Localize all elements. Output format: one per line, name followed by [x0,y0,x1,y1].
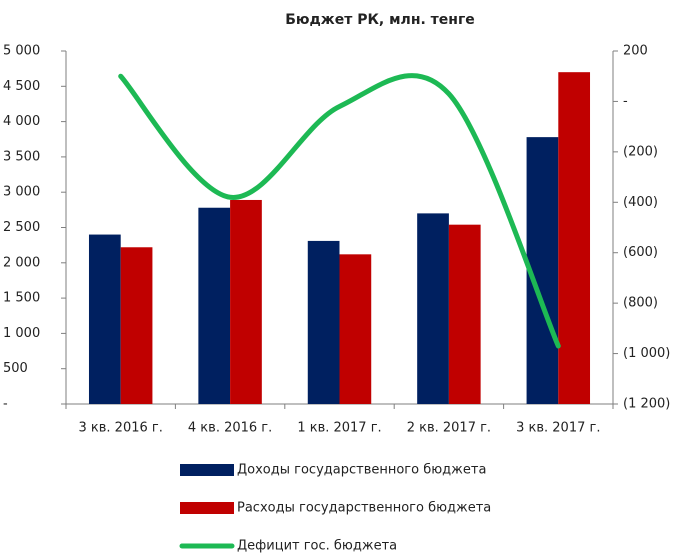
y-tick-label: 3 000 [3,185,40,200]
y-tick-label: - [3,397,8,412]
legend-swatch [180,502,234,514]
y-tick-label: 3 500 [3,149,40,164]
line [118,73,561,349]
bar [417,213,449,404]
y2-tick-label: (400) [623,195,658,210]
x-tick-label: 3 кв. 2016 г. [79,421,163,436]
legend-label: Расходы государственного бюджета [237,501,491,516]
bar [339,254,372,404]
bar [230,199,262,404]
y-tick-label: 1 000 [3,326,40,341]
y2-tick-label: (600) [623,245,658,260]
bar [448,224,481,404]
y-tick-label: 1 500 [3,291,40,306]
y2-tick-label: 200 [623,44,648,59]
y2-tick-label: (1 000) [623,346,670,361]
bar [558,72,591,405]
x-tick-label: 4 кв. 2016 г. [188,421,272,436]
x-tick-label: 1 кв. 2017 г. [297,421,381,436]
legend-swatch [180,464,234,476]
y-tick-label: 2 000 [3,255,40,270]
y-tick-label: 500 [3,361,28,376]
y-tick-label: 4 000 [3,114,40,129]
bar [120,247,153,404]
x-tick-label: 3 кв. 2017 г. [516,421,600,436]
y2-tick-label: - [623,94,628,109]
bar [198,207,231,404]
bar [307,240,340,404]
y-tick-label: 5 000 [3,44,40,59]
y2-tick-label: (800) [623,296,658,311]
legend-label: Доходы государственного бюджета [237,463,486,478]
y2-tick-label: (1 200) [623,397,670,412]
y-tick-label: 4 500 [3,79,40,94]
chart-title: Бюджет РК, млн. тенге [285,12,475,28]
legend-label: Дефицит гос. бюджета [237,539,397,554]
y2-tick-label: (200) [623,144,658,159]
x-tick-label: 2 кв. 2017 г. [407,421,491,436]
bar [88,234,121,404]
y-tick-label: 2 500 [3,220,40,235]
